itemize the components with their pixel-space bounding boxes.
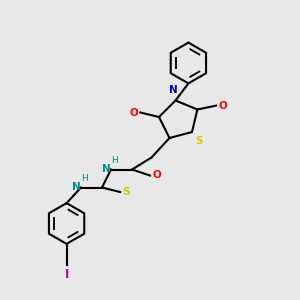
Text: N: N: [102, 164, 111, 175]
Text: N: N: [169, 85, 178, 95]
Text: H: H: [81, 174, 87, 183]
Text: H: H: [111, 156, 118, 165]
Text: S: S: [122, 187, 130, 197]
Text: I: I: [64, 268, 69, 281]
Text: S: S: [196, 136, 203, 146]
Text: O: O: [129, 107, 138, 118]
Text: O: O: [218, 100, 227, 111]
Text: O: O: [152, 170, 161, 181]
Text: N: N: [72, 182, 81, 193]
